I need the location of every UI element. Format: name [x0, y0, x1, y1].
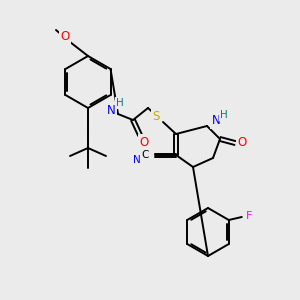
Text: N: N	[106, 104, 116, 118]
Text: F: F	[246, 211, 252, 221]
Text: N: N	[133, 155, 141, 165]
Text: H: H	[116, 98, 124, 108]
Text: H: H	[220, 110, 228, 120]
Text: S: S	[152, 110, 160, 124]
Text: O: O	[140, 136, 148, 148]
Text: N: N	[212, 115, 220, 128]
Text: C: C	[141, 150, 149, 160]
Text: O: O	[237, 136, 247, 149]
Text: O: O	[60, 31, 70, 44]
